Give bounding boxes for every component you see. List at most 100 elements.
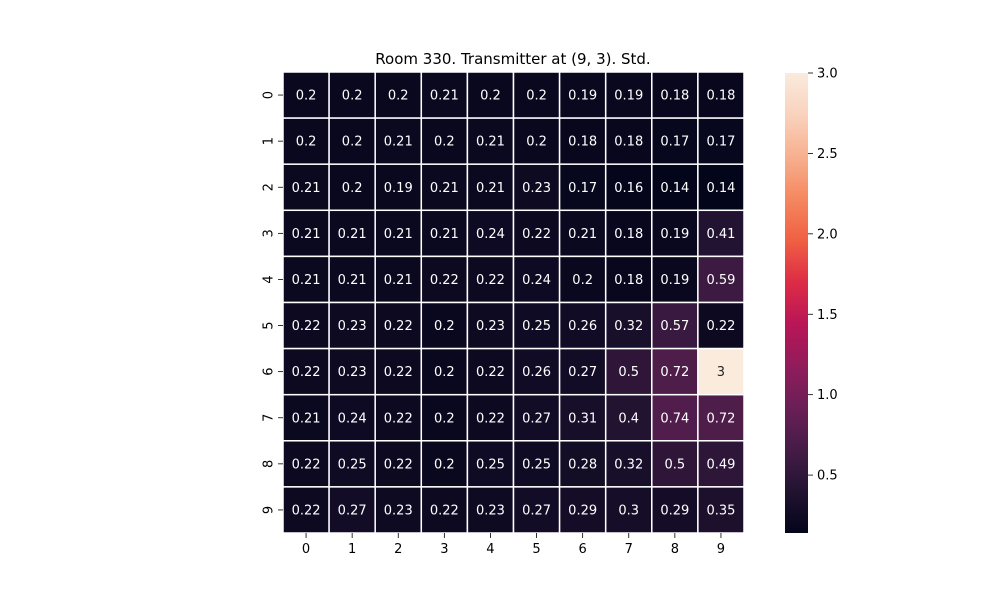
heatmap-cell (328, 163, 376, 212)
colorbar-tick-label: 1.0 (817, 388, 838, 403)
cell-value-label: 0.27 (522, 411, 551, 426)
heatmap-cell (651, 163, 699, 212)
cell-value-label: 0.22 (384, 365, 413, 380)
cell-value-label: 0.32 (614, 319, 643, 334)
cell-value-label: 0.25 (522, 319, 551, 334)
cell-value-label: 0.21 (292, 273, 321, 288)
cell-value-label: 0.19 (660, 227, 689, 242)
colorbar-tick-label: 0.5 (817, 469, 838, 484)
heatmap-cell (558, 163, 607, 212)
cell-value-label: 0.19 (384, 181, 413, 196)
heatmap-cell (697, 255, 745, 304)
cell-value-label: 0.21 (430, 89, 459, 104)
heatmap-cell (466, 301, 515, 350)
colorbar-tick-label: 2.5 (817, 147, 838, 162)
cell-value-label: 0.23 (476, 319, 505, 334)
colorbar-tick-label: 2.0 (817, 227, 838, 242)
heatmap-cell (282, 486, 330, 534)
cell-value-label: 0.19 (568, 89, 597, 104)
cell-value-label: 0.22 (476, 273, 505, 288)
y-tick-label: 1 (262, 137, 277, 145)
cell-value-label: 0.2 (296, 135, 317, 150)
cell-value-label: 0.22 (430, 503, 459, 518)
colorbar-tick-label: 1.5 (817, 308, 838, 323)
heatmap-cell (558, 393, 607, 442)
y-axis: 0 1 2 3 4 5 6 7 8 9 (262, 91, 283, 514)
heatmap-cell (558, 209, 607, 258)
cell-value-label: 0.21 (338, 273, 367, 288)
heatmap-cell (697, 117, 745, 165)
heatmap-cell (512, 301, 561, 350)
cell-value-label: 0.19 (660, 273, 689, 288)
cell-value-label: 0.22 (476, 411, 505, 426)
cell-value-label: 0.18 (614, 273, 643, 288)
heatmap-cell (558, 486, 607, 534)
cell-value-label: 0.14 (706, 181, 735, 196)
heatmap-cell (651, 347, 699, 396)
heatmap-cell (651, 440, 699, 488)
heatmap-cells (282, 71, 745, 534)
heatmap-cell (697, 486, 745, 534)
heatmap-cell (697, 440, 745, 488)
cell-value-label: 0.2 (434, 365, 455, 380)
heatmap-cell (651, 393, 699, 442)
heatmap-cell (466, 255, 515, 304)
cell-value-label: 3 (717, 365, 725, 380)
colorbar-ticks: 0.5 1.0 1.5 2.0 2.5 3.0 (808, 67, 838, 484)
cell-value-label: 0.21 (430, 227, 459, 242)
heatmap-cell-labels: 0.2 0.2 0.2 0.21 0.2 0.2 0.19 0.19 0.18 0.18 0.2 0.… (292, 89, 736, 519)
cell-value-label: 0.41 (706, 227, 735, 242)
cell-value-label: 0.26 (522, 365, 551, 380)
heatmap-cell (604, 393, 653, 442)
cell-value-label: 0.2 (572, 273, 593, 288)
heatmap-cell (420, 347, 469, 396)
cell-value-label: 0.18 (614, 135, 643, 150)
heatmap-cell (604, 440, 653, 488)
x-tick-label: 1 (348, 542, 356, 557)
heatmap-cell (697, 393, 745, 442)
colorbar-gradient (785, 73, 808, 533)
heatmap-cell (282, 301, 330, 350)
heatmap-cell (512, 486, 561, 534)
cell-value-label: 0.72 (706, 411, 735, 426)
heatmap-cell (328, 71, 376, 119)
heatmap-cell (512, 71, 561, 119)
cell-value-label: 0.72 (660, 365, 689, 380)
x-tick-label: 2 (394, 542, 402, 557)
heatmap-cell (512, 347, 561, 396)
heatmap-cell (697, 71, 745, 119)
heatmap-cell (374, 301, 423, 350)
x-tick-label: 7 (625, 542, 633, 557)
cell-value-label: 0.21 (292, 411, 321, 426)
heatmap-cell (651, 255, 699, 304)
cell-value-label: 0.23 (338, 319, 367, 334)
x-tick-label: 4 (486, 542, 494, 557)
heatmap-cell (512, 255, 561, 304)
x-tick-label: 5 (532, 542, 540, 557)
y-tick-label: 3 (262, 229, 277, 237)
heatmap-cell (651, 301, 699, 350)
heatmap-cell (604, 71, 653, 119)
heatmap-cell (651, 117, 699, 165)
cell-value-label: 0.25 (476, 457, 505, 472)
cell-value-label: 0.24 (476, 227, 505, 242)
cell-value-label: 0.23 (522, 181, 551, 196)
heatmap-cell (558, 117, 607, 165)
heatmap-cell (282, 347, 330, 396)
cell-value-label: 0.21 (384, 135, 413, 150)
y-tick-label: 4 (262, 275, 277, 283)
cell-value-label: 0.25 (338, 457, 367, 472)
cell-value-label: 0.2 (342, 135, 363, 150)
cell-value-label: 0.22 (292, 319, 321, 334)
cell-value-label: 0.21 (292, 227, 321, 242)
cell-value-label: 0.29 (660, 503, 689, 518)
heatmap-cell (328, 117, 376, 165)
heatmap-cell (328, 393, 376, 442)
cell-value-label: 0.27 (568, 365, 597, 380)
cell-value-label: 0.2 (342, 89, 363, 104)
cell-value-label: 0.17 (706, 135, 735, 150)
cell-value-label: 0.16 (614, 181, 643, 196)
cell-value-label: 0.2 (388, 89, 409, 104)
cell-value-label: 0.23 (384, 503, 413, 518)
cell-value-label: 0.14 (660, 181, 689, 196)
